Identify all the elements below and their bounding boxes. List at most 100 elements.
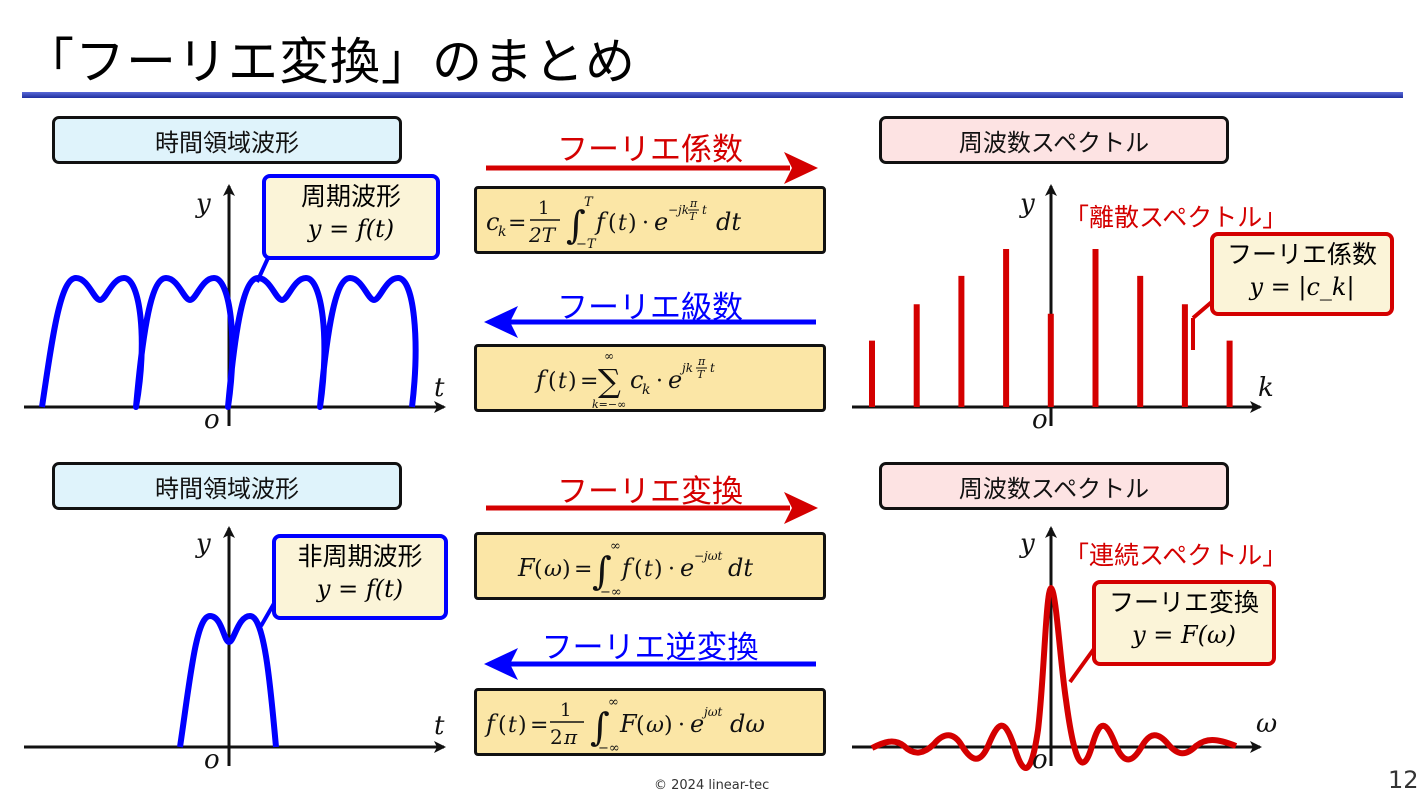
svg-text:F: F [517,554,536,582]
svg-text:T: T [584,195,594,210]
svg-text:t: t [618,211,627,236]
svg-text:T: T [689,210,698,223]
discrete-spectrum-bars [869,249,1233,407]
svg-text:t: t [702,203,707,217]
svg-text:·: · [642,211,649,236]
bottom-freq-origin-label: o [1032,745,1048,775]
svg-text:−jk: −jk [668,203,689,217]
callout-formula: y = f(t) [316,575,404,603]
fourier-transform-label: フーリエ変換 [557,474,743,510]
inverse-arrow-bottom [484,648,816,680]
top-freq-y-label: y [1019,189,1035,219]
inverse-fourier-transform-formula: f ( t ) = 1 2 π ∫ ∞ −∞ F ( ω ) · e jωt d… [474,688,826,756]
continuous-spectrum-curve [870,585,1238,771]
svg-text:k: k [498,224,506,240]
svg-text:∞: ∞ [610,539,621,554]
svg-text:∫: ∫ [592,549,612,593]
svg-text:t: t [508,713,517,738]
inverse-arrow-top [484,306,816,338]
svg-text:t: t [710,361,715,375]
svg-text:(: ( [548,369,557,394]
transform-callout-pointer [1068,644,1098,684]
svg-text:−T: −T [576,237,597,252]
svg-text:·: · [678,713,685,738]
aperiodic-waveform [177,613,279,748]
top-time-origin-label: o [204,405,220,435]
bottom-time-axes [24,526,446,766]
callout-title: 周期波形 [300,182,401,211]
periodic-waveform [39,275,419,410]
fourier-transform-callout: フーリエ変換 y = F(ω) [1092,580,1276,666]
inverse-fourier-transform-label: フーリエ逆変換 [541,630,759,666]
svg-text:1: 1 [560,700,571,721]
svg-text:F: F [619,710,638,738]
svg-text:=: = [530,713,548,738]
periodic-callout-pointer [255,257,270,283]
time-domain-label-bottom: 時間領域波形 [52,462,402,510]
svg-text:e: e [690,710,704,738]
copyright: © 2024 linear-tec [654,778,770,793]
svg-text:e: e [654,208,668,236]
top-time-x-label: t [434,373,445,403]
svg-text:−∞: −∞ [598,741,620,756]
continuous-spectrum-title: 「連続スペクトル」 [1064,541,1288,570]
svg-text:·: · [656,369,663,394]
svg-text:π: π [563,725,578,749]
bottom-time-y-label: y [195,529,211,559]
svg-text:2T: 2T [528,223,557,247]
svg-text:∑: ∑ [598,362,621,400]
svg-text:e: e [680,554,694,582]
callout-formula: y = |c_k| [1249,273,1355,301]
aperiodic-waveform-callout: 非周期波形 y = f(t) [272,534,448,620]
svg-text:∫: ∫ [566,203,586,247]
title-underline [22,92,1403,98]
fourier-series-formula: f ( t ) = ∑ ∞ k=−∞ c k · e jk π T t [474,344,826,412]
callout-title: 非周期波形 [297,542,423,571]
svg-text:(: ( [636,713,645,738]
svg-text:=: = [580,369,598,394]
svg-text:(: ( [608,211,617,236]
frequency-spectrum-label-top: 周波数スペクトル [879,116,1229,164]
svg-text:∫: ∫ [590,705,610,749]
svg-text:jk: jk [679,361,693,375]
svg-text:e: e [668,366,682,394]
fourier-transform-formula: F ( ω ) = ∫ ∞ −∞ f ( t ) · e −jωt dt [474,532,826,600]
svg-text:c: c [486,208,499,236]
callout-title: フーリエ変換 [1108,588,1259,617]
svg-text:2: 2 [550,725,563,749]
callout-title: フーリエ係数 [1226,240,1377,269]
svg-text:): ) [628,211,637,236]
svg-text:t: t [558,369,567,394]
svg-text:): ) [518,713,527,738]
svg-text:): ) [568,369,577,394]
svg-text:T: T [697,368,706,381]
svg-text:−jωt: −jωt [694,549,723,563]
svg-text:=: = [508,211,526,236]
svg-text:(: ( [498,713,507,738]
svg-text:jωt: jωt [701,705,723,719]
svg-text:(: ( [534,557,543,582]
svg-text:∞: ∞ [608,695,619,710]
svg-text:k=−∞: k=−∞ [592,398,626,411]
svg-text:(: ( [634,557,643,582]
top-freq-x-label: k [1258,373,1274,403]
svg-text:π: π [697,355,706,368]
callout-formula: y = f(t) [307,215,395,243]
frequency-spectrum-label-bottom: 周波数スペクトル [879,462,1229,510]
svg-text:t: t [644,557,653,582]
svg-text:): ) [562,557,571,582]
svg-text:k: k [642,382,650,398]
svg-text:1: 1 [538,198,549,219]
svg-text:∞: ∞ [604,349,614,363]
svg-text:dt: dt [728,554,753,582]
forward-arrow-bottom [486,492,818,524]
periodic-waveform-callout: 周期波形 y = f(t) [262,174,440,260]
forward-arrow-top [486,152,818,184]
svg-text:dω: dω [730,710,765,738]
svg-text:ω: ω [544,557,562,582]
bottom-time-x-label: t [434,711,445,741]
fourier-coefficient-formula: c k = 1 2T ∫ T −T f ( t ) · e −jk π T t … [474,186,826,254]
page-title: 「フーリエ変換」のまとめ [24,33,636,91]
svg-text:): ) [664,713,673,738]
